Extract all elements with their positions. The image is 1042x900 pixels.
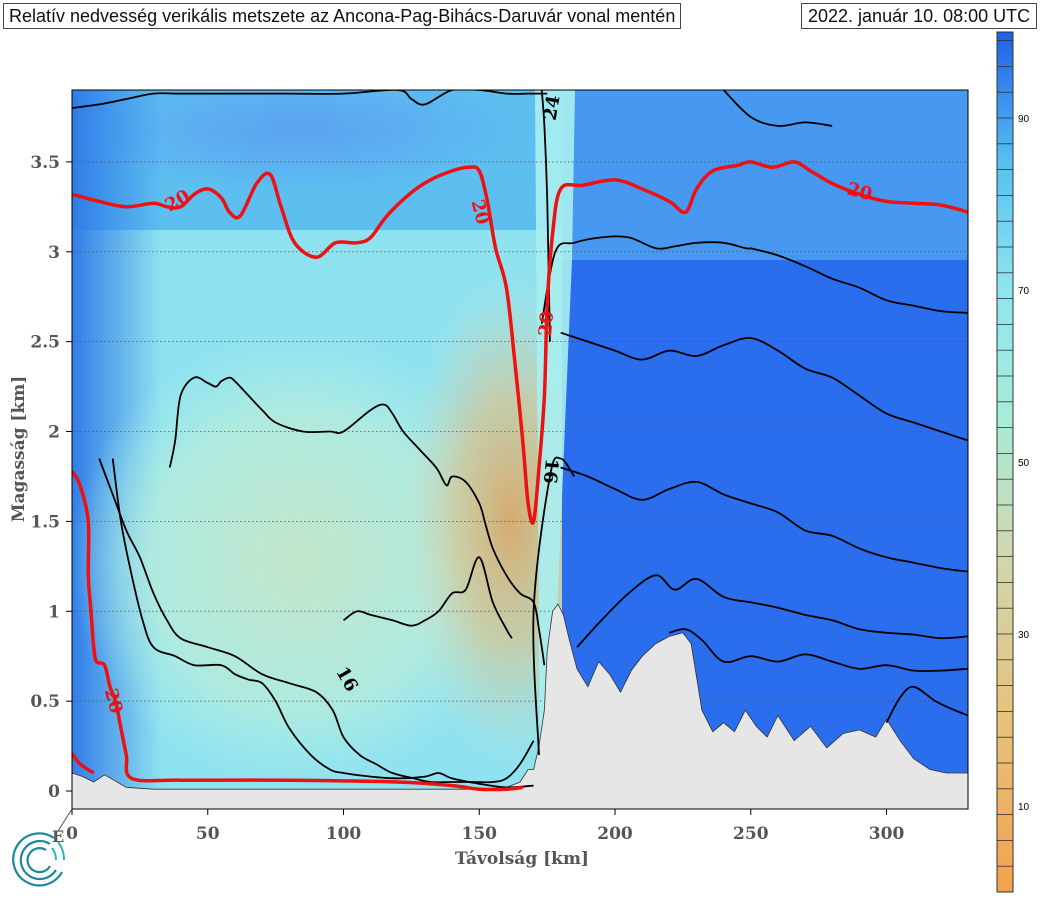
y-axis: 0 0.5 1 1.5 2 2.5 3 3.5	[30, 153, 72, 802]
x-tick-label: 300	[869, 824, 905, 844]
red-contour-20	[72, 752, 95, 775]
y-tick-label: 1.5	[30, 512, 60, 532]
colorbar-ticks: 10 30 50 70 90	[997, 40, 1030, 893]
rh-east-upper-layer	[562, 90, 968, 260]
y-tick-label: 2	[48, 423, 60, 443]
chart-title: Relatív nedvesség verikális metszete az …	[3, 3, 682, 29]
start-point-marker	[57, 808, 73, 832]
start-point-label: E	[52, 827, 64, 846]
black-contour	[168, 376, 486, 522]
x-tick-label: 150	[462, 824, 498, 844]
black-contour	[72, 90, 548, 109]
y-tick-label: 2.5	[30, 333, 60, 353]
x-axis: 0 50 100 150 200 250 300	[66, 809, 904, 844]
black-contour	[560, 466, 968, 573]
black-contour	[111, 458, 534, 789]
x-tick-label: 100	[326, 824, 362, 844]
y-tick-label: 0.5	[30, 692, 60, 712]
contour-label: 24	[540, 94, 565, 122]
y-tick-label: 3	[48, 243, 60, 263]
rh-transition-strip	[535, 90, 575, 780]
terrain-silhouette	[72, 603, 968, 809]
rh-upper-moist-patch	[80, 90, 520, 190]
red-contour-lines	[72, 160, 968, 792]
contour-label: 20	[535, 310, 558, 337]
x-tick-label: 50	[196, 824, 220, 844]
y-tick-label: 1	[48, 602, 60, 622]
black-contour	[540, 235, 751, 324]
colorbar-tick-label: 90	[1018, 114, 1030, 125]
colorbar-tick-label: 10	[1018, 802, 1030, 813]
black-contour	[669, 628, 968, 672]
colorbar-tick-label: 70	[1018, 286, 1030, 297]
y-axis-label: Magasság [km]	[9, 376, 29, 523]
colorbar-tick-label: 50	[1018, 458, 1030, 469]
black-contour	[750, 247, 968, 314]
rh-east-moist-region	[562, 90, 968, 809]
black-contour	[576, 574, 968, 648]
contour-label: 16	[539, 458, 562, 485]
red-contour-20	[72, 160, 968, 525]
black-contour	[532, 456, 576, 756]
red-contour-20	[72, 470, 523, 792]
black-contour	[483, 521, 546, 666]
timestamp-label: 2022. január 10. 08:00 UTC	[801, 3, 1038, 29]
black-contour-lines	[72, 90, 968, 789]
y-tick-label: 0	[48, 782, 60, 802]
x-axis-label: Távolság [km]	[455, 849, 589, 869]
x-tick-label: 200	[597, 824, 633, 844]
plot-frame	[71, 89, 969, 810]
black-contour	[722, 90, 833, 127]
black-contour	[885, 685, 968, 724]
logo-icon	[12, 832, 66, 887]
x-tick-label: 250	[733, 824, 769, 844]
black-contour	[342, 556, 513, 639]
black-contour	[560, 331, 968, 442]
colorbar-tick-label: 30	[1018, 630, 1030, 641]
x-tick-label: 0	[66, 824, 78, 844]
y-tick-label: 3.5	[30, 153, 60, 173]
